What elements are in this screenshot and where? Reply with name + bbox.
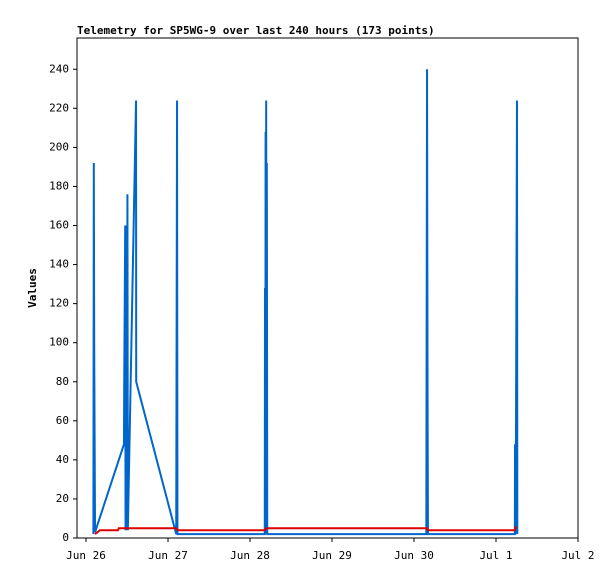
x-tick-label: Jun 29 bbox=[312, 549, 352, 562]
y-tick-label: 80 bbox=[56, 375, 69, 388]
series-line bbox=[92, 69, 519, 536]
x-tick-label: Jun 28 bbox=[230, 549, 270, 562]
y-tick-label: 240 bbox=[49, 62, 69, 75]
y-tick-label: 220 bbox=[49, 101, 69, 114]
y-tick-label: 0 bbox=[62, 531, 69, 544]
x-tick-label: Jul 1 bbox=[479, 549, 512, 562]
y-tick-label: 140 bbox=[49, 258, 69, 271]
y-tick-label: 100 bbox=[49, 336, 69, 349]
x-tick-label: Jun 27 bbox=[148, 549, 188, 562]
x-tick-label: Jul 2 bbox=[561, 549, 594, 562]
x-tick-label: Jun 26 bbox=[66, 549, 106, 562]
y-tick-label: 180 bbox=[49, 179, 69, 192]
chart-title: Telemetry for SP5WG-9 over last 240 hour… bbox=[77, 24, 435, 37]
y-tick-label: 40 bbox=[56, 453, 69, 466]
y-tick-label: 200 bbox=[49, 140, 69, 153]
y-tick-label: 120 bbox=[49, 297, 69, 310]
y-tick-label: 160 bbox=[49, 219, 69, 232]
y-tick-label: 60 bbox=[56, 414, 69, 427]
series-line bbox=[94, 526, 517, 535]
plot-frame bbox=[76, 37, 579, 539]
x-tick-label: Jun 30 bbox=[394, 549, 434, 562]
y-axis-label: Values bbox=[26, 268, 39, 308]
y-tick-label: 20 bbox=[56, 492, 69, 505]
